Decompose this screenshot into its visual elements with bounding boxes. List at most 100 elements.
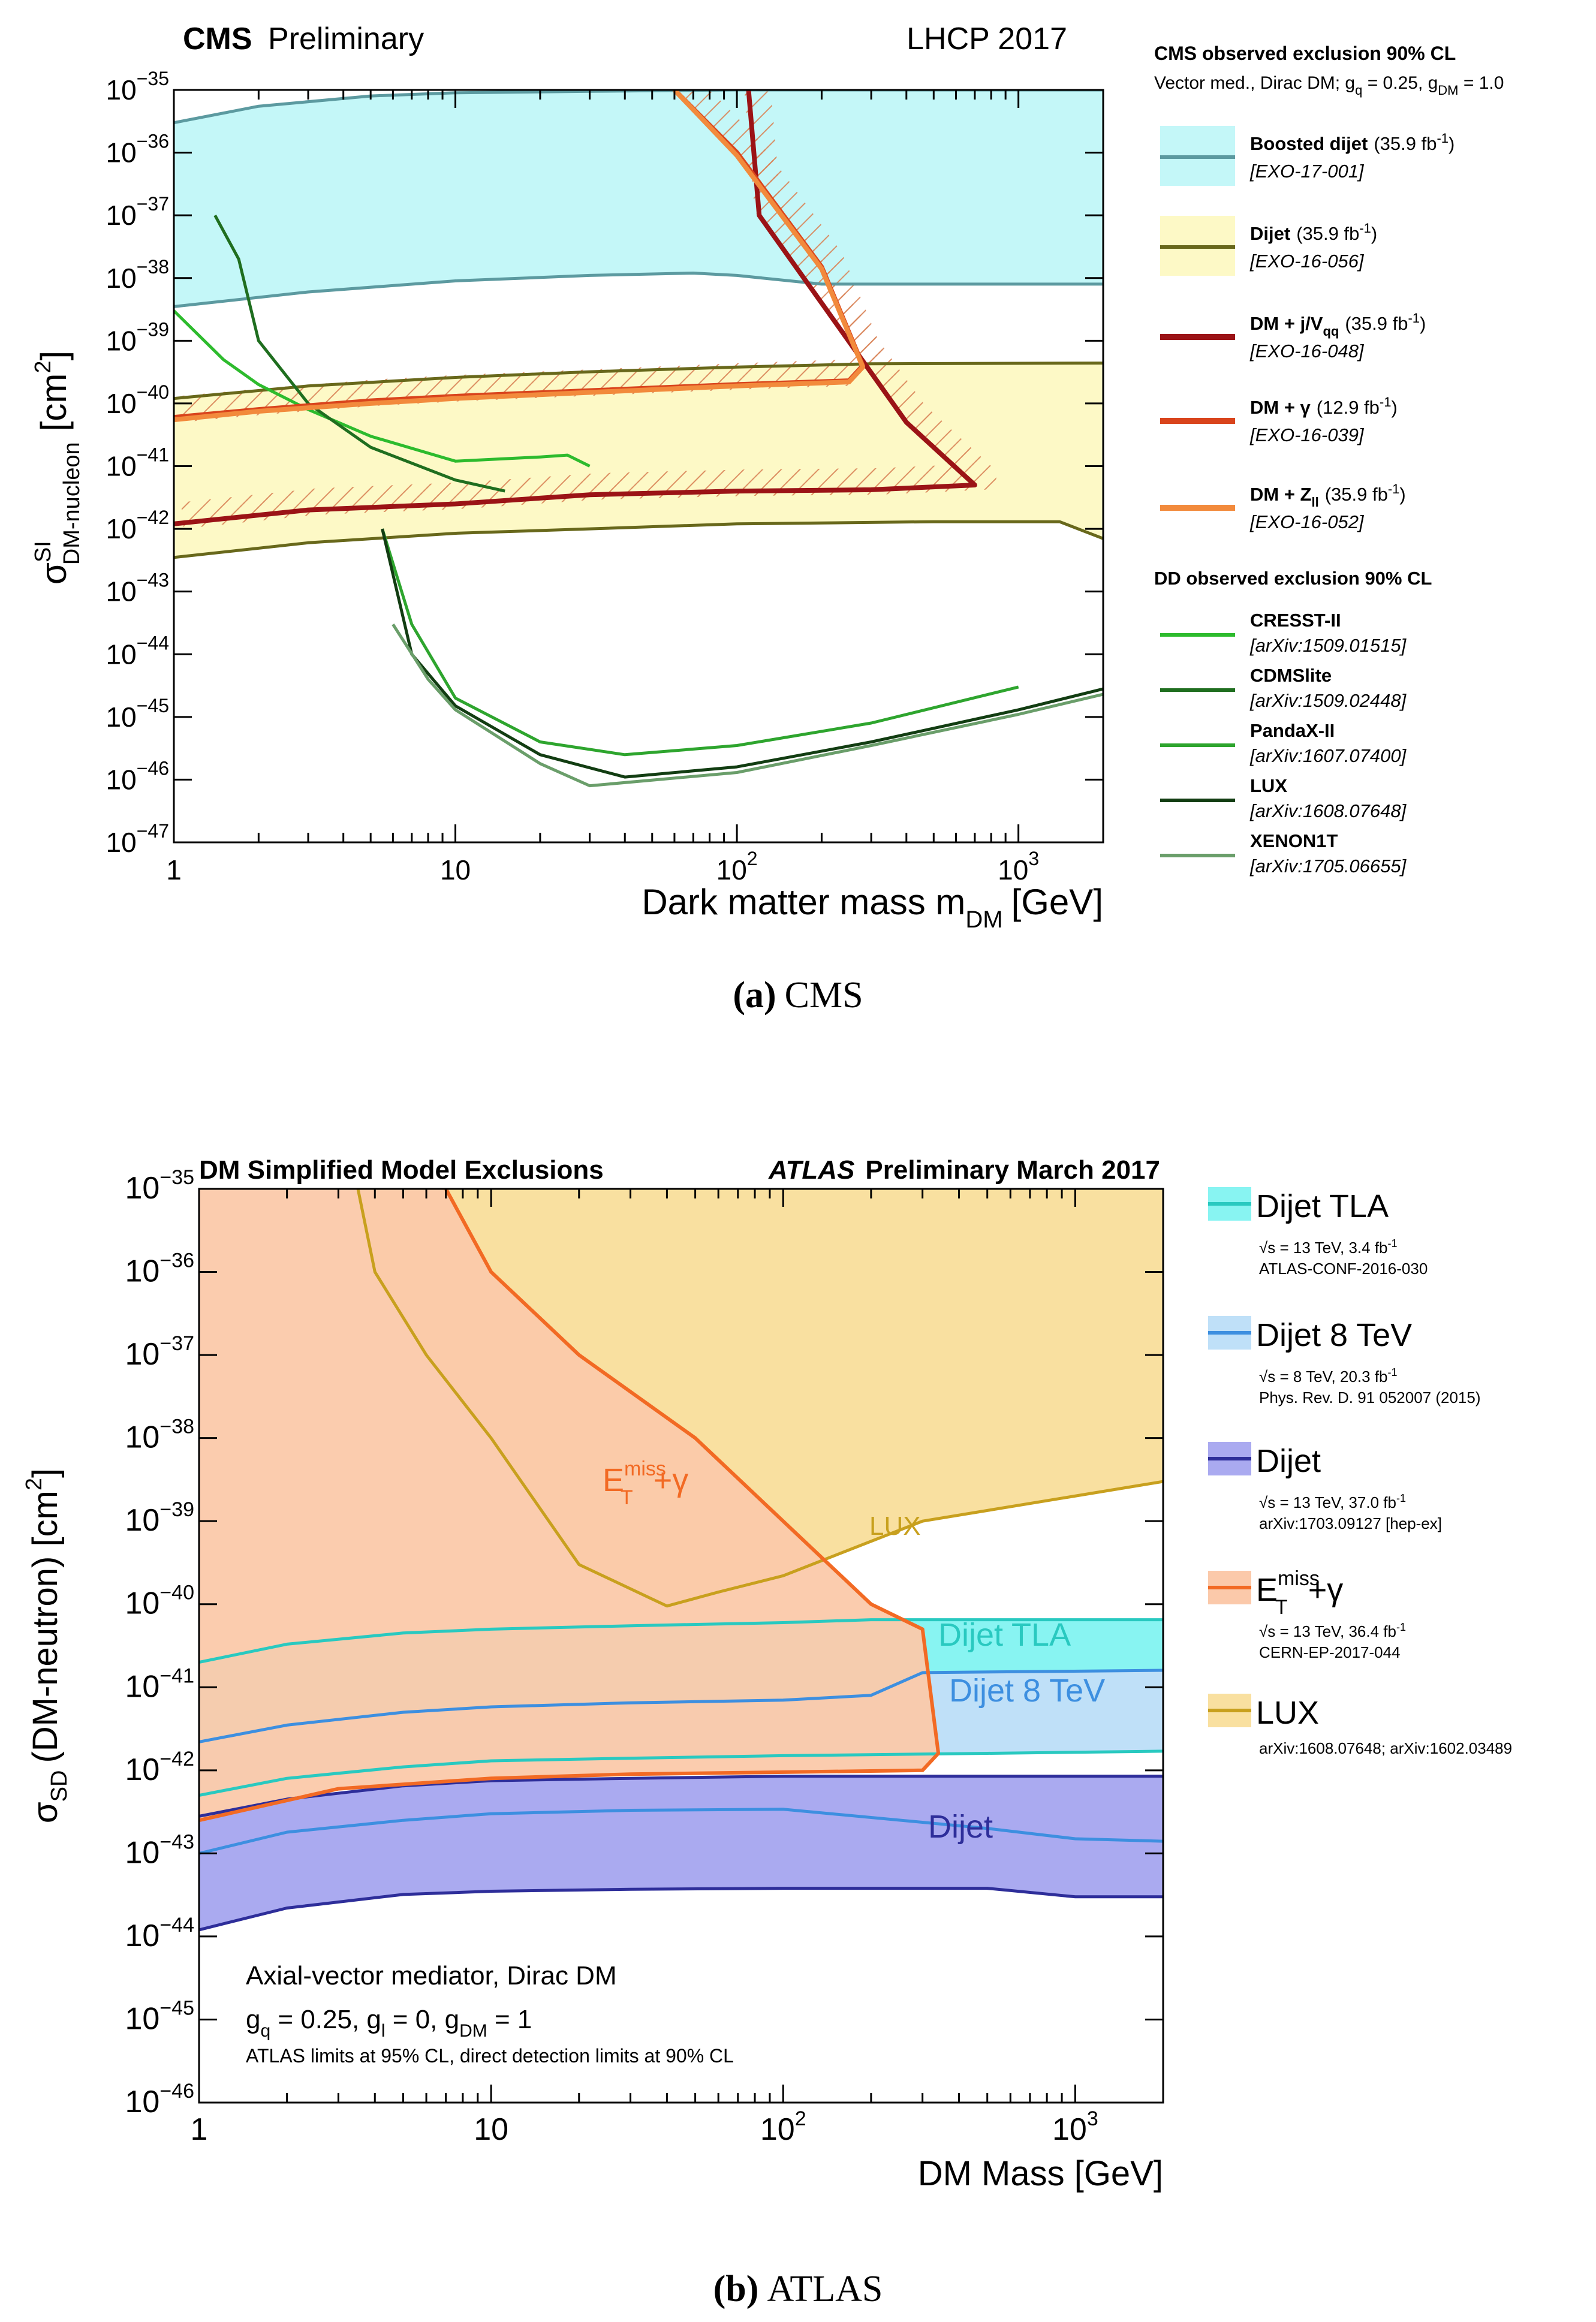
cms-legend-label: Boosted dijet (35.9 fb-1) bbox=[1250, 131, 1455, 154]
cms-dd-legend-entry: LUX [arXiv:1608.07648] bbox=[1160, 775, 1407, 821]
cms-plot-area bbox=[174, 90, 1103, 788]
cms-legend-entry: DM + j/Vqq (35.9 fb-1)[EXO-16-048] bbox=[1160, 311, 1426, 362]
atlas-legend-label: Dijet bbox=[1256, 1443, 1321, 1479]
atlas-legend-entry: Dijet TLA √s = 13 TeV, 3.4 fb-1 ATLAS-CONF… bbox=[1208, 1187, 1428, 1278]
atlas-ylabel-close: ] bbox=[26, 1468, 65, 1478]
cms-caption-letter: (a) bbox=[733, 975, 776, 1016]
atlas-x-tick-label: 102 bbox=[760, 2107, 806, 2147]
cms-axis-ticks: 10−35 10−36 10−37 10−38 10−39 10−40 10−41 10−42… bbox=[106, 68, 1104, 886]
atlas-y-tick-label: 10−41 bbox=[125, 1664, 194, 1704]
atlas-y-tick-label: 10−36 bbox=[125, 1249, 194, 1289]
atlas-legend-entry: Dijet √s = 13 TeV, 37.0 fb-1 arXiv:1703.09… bbox=[1208, 1442, 1442, 1532]
atlas-y-tick-label: 10−46 bbox=[125, 2080, 194, 2119]
cms-legend-entry: DM + Zll (35.9 fb-1)[EXO-16-052] bbox=[1160, 481, 1406, 532]
atlas-legend-entry: Emiss T +γ √s = 13 TeV, 36.4 fb-1 CERN-EP-20… bbox=[1208, 1567, 1406, 1661]
cms-header-bold: CMS bbox=[183, 22, 252, 56]
cms-legend-ref: [EXO-16-052] bbox=[1249, 511, 1365, 532]
atlas-plot-frame bbox=[198, 1188, 1164, 2104]
atlas-legend-detail: √s = 13 TeV, 36.4 fb-1 bbox=[1259, 1621, 1406, 1640]
cms-dd-legend-label: PandaX-II bbox=[1250, 720, 1335, 741]
note-g: g bbox=[246, 2005, 260, 2034]
atlas-y-tick-label: 10−43 bbox=[125, 1830, 194, 1870]
etmiss-sup: miss bbox=[624, 1457, 666, 1480]
cms-y-tick-label: 10−35 bbox=[106, 68, 169, 106]
atlas-line-lux bbox=[356, 1189, 1163, 1608]
cms-legend-label: DM + γ (12.9 fb-1) bbox=[1250, 394, 1398, 418]
cms-y-tick-label: 10−37 bbox=[106, 193, 169, 231]
cms-header-rest: Preliminary bbox=[268, 22, 424, 56]
atlas-y-tick-label: 10−38 bbox=[125, 1416, 194, 1455]
etmiss-rest: +γ bbox=[654, 1462, 689, 1498]
atlas-line-dijet-tla-upper bbox=[199, 1618, 1163, 1664]
atlas-caption-letter: (b) bbox=[713, 2269, 759, 2309]
atlas-legend-label: Dijet TLA bbox=[1256, 1188, 1389, 1224]
etmiss-sub: T bbox=[621, 1486, 633, 1509]
cms-dd-legend-label: LUX bbox=[1250, 775, 1287, 796]
cms-line-xenon1t bbox=[392, 624, 1103, 788]
atlas-legend-ref: arXiv:1703.09127 [hep-ex] bbox=[1259, 1514, 1442, 1532]
cms-y-tick-label: 10−43 bbox=[106, 570, 169, 607]
cms-ylabel-sub: DM-nucleon bbox=[59, 442, 85, 565]
atlas-header-atlas: ATLAS bbox=[768, 1155, 854, 1185]
cms-legend-label: DM + j/Vqq (35.9 fb-1) bbox=[1250, 311, 1426, 339]
atlas-y-tick-label: 10−45 bbox=[125, 1996, 194, 2036]
atlas-etmiss-region bbox=[199, 1189, 939, 1821]
atlas-ylabel-rest: (DM-neutron) [cm bbox=[26, 1490, 65, 1763]
atlas-line-etmiss- bbox=[199, 1189, 941, 1823]
cms-y-tick-label: 10−46 bbox=[106, 757, 169, 795]
cms-y-tick-label: 10−47 bbox=[106, 820, 169, 858]
atlas-caption: (b) ATLAS bbox=[713, 2269, 883, 2309]
atlas-legend-entry: LUX arXiv:1608.07648; arXiv:1602.03489 bbox=[1208, 1694, 1512, 1757]
cms-legend-label: Dijet (35.9 fb-1) bbox=[1250, 221, 1377, 244]
cms-xlabel-sub: DM bbox=[965, 906, 1002, 933]
cms-y-tick-label: 10−42 bbox=[106, 507, 169, 544]
cms-dd-title: DD observed exclusion 90% CL bbox=[1154, 568, 1432, 589]
atlas-y-tick-label: 10−35 bbox=[125, 1166, 194, 1206]
atlas-label-etmiss: Emiss T +γ bbox=[603, 1457, 688, 1509]
cms-y-tick-label: 10−44 bbox=[106, 632, 169, 670]
cms-boosted-dijet-band bbox=[174, 90, 1103, 307]
atlas-header-left: DM Simplified Model Exclusions bbox=[199, 1155, 604, 1185]
atlas-legend-ref: ATLAS-CONF-2016-030 bbox=[1259, 1260, 1428, 1278]
atlas-line-dijet-tla-lower bbox=[199, 1749, 1163, 1797]
cms-dd-legend-entry: XENON1T [arXiv:1705.06655] bbox=[1160, 830, 1407, 877]
atlas-x-tick-label: 10 bbox=[474, 2112, 508, 2147]
cms-panel: 10−35 10−36 10−37 10−38 10−39 10−40 10−41 10−42… bbox=[31, 22, 1504, 1016]
cms-caption-text: CMS bbox=[785, 975, 863, 1016]
cms-ylabel-unit: [cm bbox=[34, 374, 74, 432]
cms-legend-ref: [EXO-16-048] bbox=[1249, 341, 1365, 362]
atlas-x-tick-label: 103 bbox=[1052, 2107, 1098, 2147]
note-b: = 0.25, g bbox=[270, 2005, 381, 2034]
cms-ylabel-unit-exp: 2 bbox=[31, 361, 56, 374]
atlas-label-dijet: Dijet bbox=[928, 1809, 993, 1845]
cms-dd-legend-ref: [arXiv:1705.06655] bbox=[1249, 856, 1407, 877]
cms-x-tick-label: 10 bbox=[440, 854, 471, 886]
atlas-dijet-band bbox=[199, 1776, 1163, 1930]
atlas-y-tick-label: 10−40 bbox=[125, 1582, 194, 1621]
cms-legend-ref: [EXO-16-056] bbox=[1249, 251, 1365, 272]
note-c: = 0, g bbox=[386, 2005, 460, 2034]
atlas-y-tick-label: 10−39 bbox=[125, 1498, 194, 1538]
atlas-note-line3: ATLAS limits at 95% CL, direct detection… bbox=[246, 2045, 734, 2067]
atlas-x-axis-label: DM Mass [GeV] bbox=[918, 2154, 1163, 2193]
cms-dd-legend-ref: [arXiv:1607.07400] bbox=[1249, 745, 1407, 766]
note-sub-q: q bbox=[260, 2021, 270, 2041]
cms-xlabel-unit: [GeV] bbox=[1011, 882, 1103, 922]
cms-x-tick-label: 102 bbox=[716, 848, 758, 886]
cms-y-axis-label: σSI DM-nucleon [cm2] bbox=[31, 351, 85, 585]
cms-header-left: CMS Preliminary bbox=[183, 22, 424, 56]
cms-header-right: LHCP 2017 bbox=[907, 22, 1067, 56]
cms-y-tick-label: 10−40 bbox=[106, 381, 169, 419]
cms-legend-title: CMS observed exclusion 90% CL bbox=[1154, 43, 1456, 64]
note-d: = 1 bbox=[487, 2005, 532, 2034]
cms-dd-legend-entry: CRESST-II [arXiv:1509.01515] bbox=[1160, 610, 1407, 656]
atlas-legend-detail: √s = 8 TeV, 20.3 fb-1 bbox=[1259, 1366, 1398, 1386]
cms-legend-label: DM + Zll (35.9 fb-1) bbox=[1250, 481, 1406, 510]
atlas-legend-label: LUX bbox=[1256, 1695, 1319, 1731]
cms-ylabel-sup: SI bbox=[31, 541, 56, 562]
cms-y-tick-label: 10−39 bbox=[106, 318, 169, 356]
cms-dd-legend-label: CRESST-II bbox=[1250, 610, 1341, 631]
atlas-ylabel-sub: SD bbox=[47, 1770, 72, 1802]
cms-y-tick-label: 10−36 bbox=[106, 131, 169, 168]
cms-ylabel-sigma: σ bbox=[34, 562, 74, 585]
